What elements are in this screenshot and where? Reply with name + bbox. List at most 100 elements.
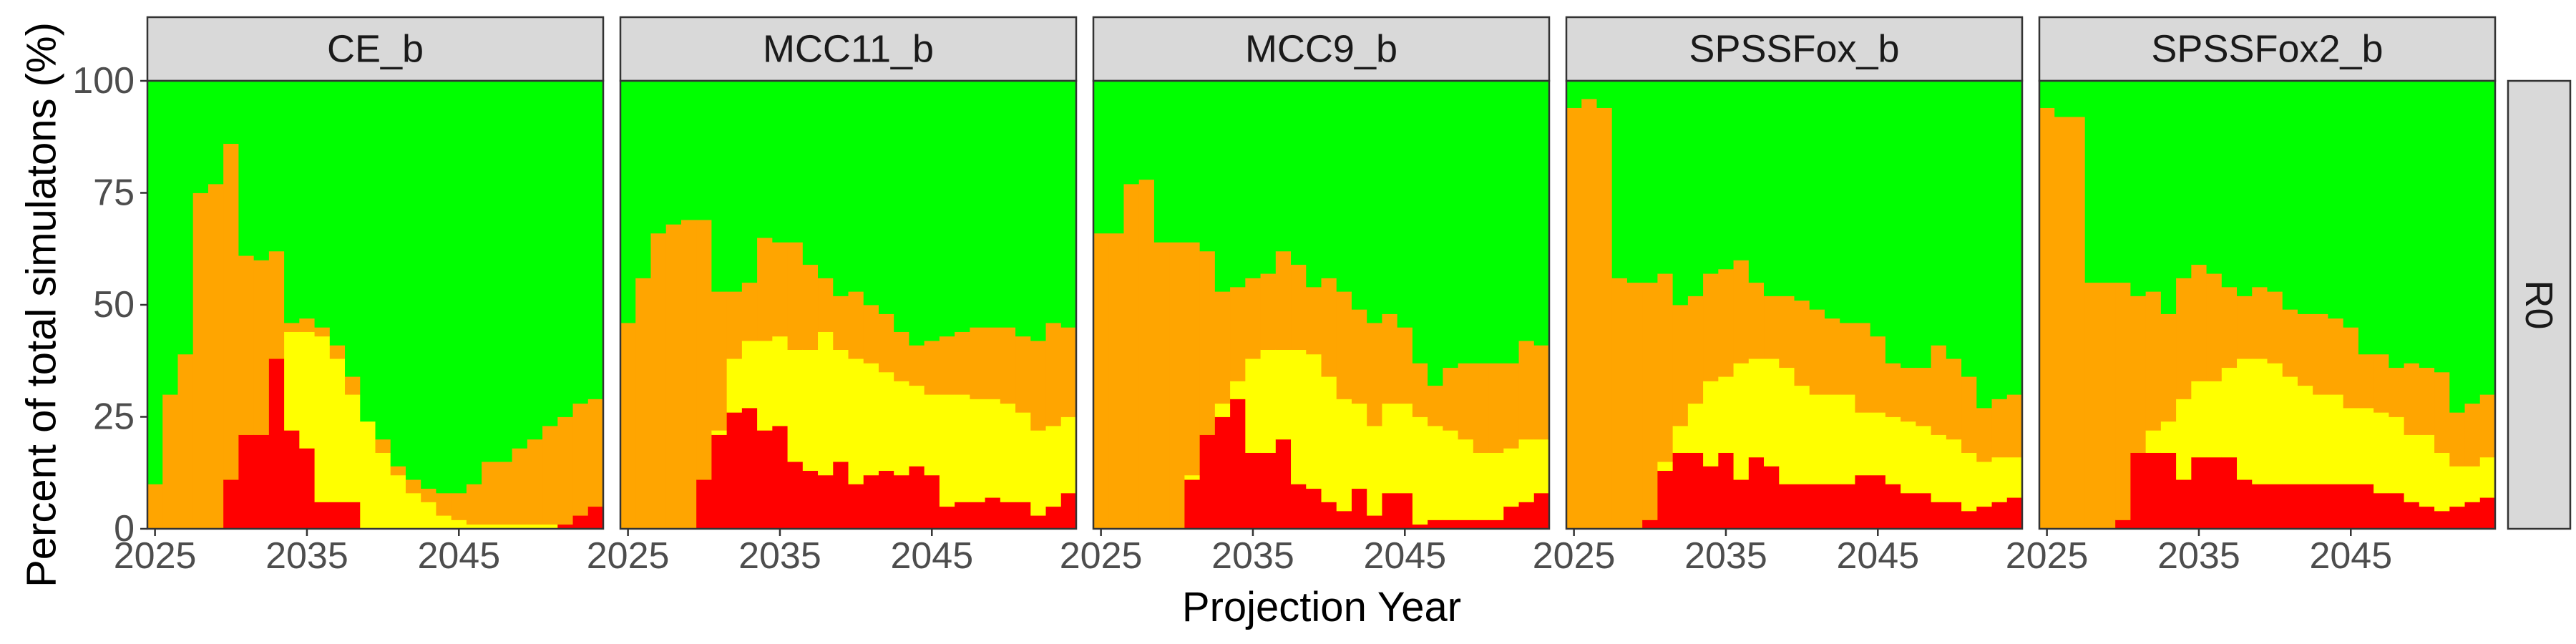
bar-orange-2048 [497, 462, 513, 525]
bar-orange-2034 [284, 323, 300, 332]
bar-orange-2053 [2464, 403, 2481, 467]
bar-green-2033 [741, 81, 758, 283]
bar-red-2043 [2313, 484, 2329, 530]
bar-yellow-2031 [1657, 462, 1674, 472]
bar-yellow-2046 [939, 394, 955, 507]
panel-3: SPSSFox_b [1565, 16, 2024, 530]
bar-green-2038 [1291, 81, 1307, 265]
bar-green-2052 [557, 81, 574, 417]
bar-orange-2045 [1870, 336, 1886, 413]
bar-orange-2027 [1596, 107, 1613, 530]
bar-green-2040 [2267, 81, 2283, 292]
x-tick-label: 2035 [738, 535, 821, 577]
bar-orange-2031 [2130, 296, 2147, 453]
bar-red-2051 [1488, 519, 1504, 530]
bar-green-2051 [1488, 81, 1504, 364]
bar-red-2049 [985, 497, 1001, 530]
bar-orange-2052 [557, 416, 574, 525]
bar-orange-2026 [1108, 233, 1125, 530]
bar-red-2049 [2404, 502, 2420, 530]
bar-orange-2038 [1291, 264, 1307, 350]
bar-green-2030 [223, 81, 239, 145]
bar-yellow-2047 [955, 394, 970, 502]
bar-green-2037 [1748, 81, 1765, 283]
bar-red-2053 [2464, 502, 2481, 530]
y-axis-title: Percent of total simulatons (%) [19, 22, 65, 587]
bar-yellow-2050 [1000, 403, 1016, 502]
bar-yellow-2044 [436, 515, 452, 530]
bar-red-2033 [1687, 452, 1704, 530]
bar-red-2045 [1397, 492, 1413, 530]
bar-red-2054 [2479, 497, 2496, 530]
bar-red-2052 [1976, 506, 1993, 530]
bar-green-2054 [2006, 81, 2023, 395]
bar-green-2053 [2464, 81, 2481, 404]
bar-red-2034 [757, 430, 773, 530]
bar-yellow-2053 [2464, 466, 2481, 502]
bar-yellow-2038 [1291, 349, 1307, 484]
bar-orange-2054 [1060, 327, 1077, 417]
bar-yellow-2041 [863, 363, 879, 476]
bar-yellow-2050 [527, 524, 543, 530]
bar-orange-2027 [2069, 117, 2086, 530]
bar-yellow-2033 [1687, 403, 1704, 453]
bar-orange-2034 [1703, 273, 1719, 381]
bar-yellow-2041 [1336, 399, 1352, 512]
bar-yellow-2050 [1946, 439, 1962, 502]
bar-green-2040 [375, 81, 391, 440]
bar-red-2047 [1901, 492, 1916, 530]
bar-orange-2039 [833, 296, 849, 350]
bar-green-2036 [1260, 81, 1277, 274]
panel-0: CE_b [146, 16, 605, 530]
bar-red-2042 [878, 470, 894, 530]
bar-yellow-2033 [741, 341, 758, 409]
bar-green-2047 [1428, 81, 1443, 386]
bar-yellow-2049 [1931, 434, 1947, 502]
bar-green-2027 [1123, 81, 1140, 185]
bar-yellow-2039 [833, 349, 849, 462]
bar-green-2035 [1718, 81, 1735, 270]
bar-green-2048 [497, 81, 513, 462]
bars [1093, 81, 1550, 530]
bar-yellow-2048 [1916, 426, 1932, 494]
bar-green-2052 [1503, 81, 1520, 364]
bar-orange-2054 [2479, 394, 2496, 458]
bar-yellow-2051 [542, 524, 558, 530]
bar-yellow-2043 [1367, 426, 1383, 516]
bar-red-2036 [1733, 479, 1750, 530]
bar-orange-2031 [711, 291, 728, 431]
bar-yellow-2037 [2221, 367, 2238, 458]
bar-yellow-2050 [1473, 452, 1489, 520]
bar-green-2033 [2160, 81, 2177, 314]
x-axis-title: Projection Year [1182, 584, 1461, 630]
bar-green-2053 [1045, 81, 1062, 323]
bar-green-2044 [909, 81, 925, 346]
bar-yellow-2046 [1885, 416, 1901, 484]
bar-yellow-2043 [1840, 394, 1856, 484]
bar-red-2049 [1458, 519, 1474, 530]
bar-orange-2046 [1885, 363, 1901, 417]
bar-orange-2031 [1184, 242, 1201, 476]
bar-red-2045 [2343, 484, 2359, 530]
bar-red-2042 [2297, 484, 2313, 530]
bar-green-2033 [268, 81, 285, 252]
bar-yellow-2051 [1015, 412, 1031, 502]
bar-orange-2035 [2191, 264, 2207, 381]
bar-red-2031 [1657, 470, 1674, 530]
bar-red-2036 [787, 462, 804, 530]
bar-green-2031 [711, 81, 728, 292]
bar-yellow-2034 [284, 331, 300, 431]
bar-yellow-2042 [1824, 394, 1840, 484]
bar-red-2039 [1306, 488, 1322, 530]
bar-orange-2025 [620, 323, 636, 530]
bar-red-2041 [863, 474, 879, 530]
bar-orange-2036 [1260, 273, 1277, 350]
bar-orange-2034 [2176, 278, 2192, 399]
bar-orange-2032 [253, 260, 270, 435]
bar-red-2037 [329, 502, 346, 530]
bar-yellow-2038 [345, 394, 361, 502]
bar-red-2054 [2006, 497, 2023, 530]
bar-green-2050 [1000, 81, 1016, 328]
bar-red-2050 [1473, 519, 1489, 530]
x-tick-label: 2035 [2157, 535, 2240, 577]
